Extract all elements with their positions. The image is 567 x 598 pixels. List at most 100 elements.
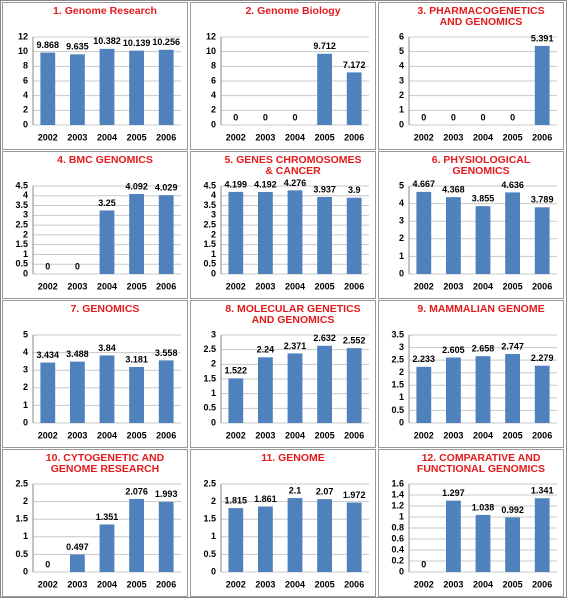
y-tick-label: 0 (399, 268, 404, 278)
bar (70, 361, 85, 423)
y-tick-label: 0.5 (203, 403, 216, 413)
bar (287, 190, 303, 274)
y-tick-label: 2 (23, 382, 28, 392)
value-label: 3.937 (313, 184, 336, 194)
chart: 0 1 2 3 4 5 2002 4.667 2003 4.368 2004 3.855 2005 4.6… (399, 179, 557, 291)
y-tick-label: 0.2 (391, 555, 404, 565)
chart-title: 1. Genome Research (53, 5, 157, 17)
chart: 0 0.5 1 1.5 2 2.5 3 2002 1.522 2003 2.24 2004 2.371 2… (203, 329, 369, 440)
y-tick-label: 0 (211, 566, 216, 576)
chart-panel: 0 1 2 3 4 5 2002 3.434 2003 3.488 2004 3.84 2005 3.18… (2, 300, 188, 448)
y-tick-label: 0.5 (15, 259, 28, 269)
y-tick-label: 4 (23, 190, 28, 200)
x-tick-label: 2006 (532, 281, 552, 291)
value-label: 4.636 (501, 180, 524, 190)
value-label: 7.172 (343, 60, 366, 70)
x-tick-label: 2004 (285, 579, 305, 589)
chart: 0 0.5 1 1.5 2 2.5 2002 1.815 2003 1.861 2004 2.1 200… (203, 478, 369, 589)
bar (416, 366, 432, 423)
y-tick-label: 3 (23, 210, 28, 220)
bar (99, 524, 115, 572)
y-tick-label: 4 (399, 198, 404, 208)
bar (40, 362, 56, 423)
value-label: 4.667 (413, 179, 436, 189)
value-label: 0 (45, 559, 50, 569)
x-tick-label: 2006 (156, 132, 176, 142)
value-label: 4.199 (225, 179, 248, 189)
x-tick-label: 2005 (315, 132, 335, 142)
y-tick-label: 0.4 (391, 544, 404, 554)
y-tick-label: 0 (399, 566, 404, 576)
y-tick-label: 2 (211, 105, 216, 115)
x-tick-label: 2002 (38, 579, 58, 589)
x-tick-label: 2003 (443, 132, 463, 142)
y-tick-label: 5 (23, 329, 28, 339)
value-label: 3.789 (531, 195, 554, 205)
value-label: 4.368 (442, 184, 465, 194)
y-tick-label: 3.5 (203, 200, 216, 210)
x-tick-label: 2003 (443, 579, 463, 589)
y-tick-label: 1 (211, 249, 216, 259)
value-label: 1.972 (343, 490, 366, 500)
y-tick-label: 1 (23, 400, 28, 410)
y-tick-label: 2 (399, 233, 404, 243)
value-label: 3.558 (155, 348, 178, 358)
value-label: 3.181 (125, 354, 148, 364)
x-tick-label: 2003 (255, 281, 275, 291)
x-tick-label: 2005 (503, 132, 523, 142)
chart-panel: 0 0.5 1 1.5 2 2.5 3 2002 1.522 2003 2.24 2004 2.371 2… (190, 300, 376, 448)
x-tick-label: 2005 (503, 281, 523, 291)
bar (228, 378, 244, 423)
bar (129, 193, 144, 274)
x-tick-label: 2006 (156, 281, 176, 291)
value-label: 0 (421, 559, 426, 569)
chart-panel: 0 2 4 6 8 10 12 2002 9.868 2003 9.635 2004 10.382 200… (2, 2, 188, 150)
bar (317, 345, 332, 423)
y-tick-label: 2 (23, 496, 28, 506)
x-tick-label: 2005 (503, 430, 523, 440)
value-label: 1.993 (155, 489, 178, 499)
x-tick-label: 2006 (532, 579, 552, 589)
y-tick-label: 0.5 (15, 549, 28, 559)
value-label: 3.84 (98, 343, 116, 353)
bar (505, 192, 520, 274)
value-label: 0 (292, 112, 297, 122)
chart-panel: 0 0.5 1 1.5 2 2.5 3 3.5 4 4.5 2002 0 2003 0 2004 3.25 20… (2, 151, 188, 299)
bar (534, 207, 550, 274)
chart: 0 1 2 3 4 5 6 2002 0 2003 0 2004 0 2005 0 2006 5.391 (399, 31, 557, 142)
x-tick-label: 2002 (226, 430, 246, 440)
y-tick-label: 4 (23, 347, 28, 357)
y-tick-label: 1 (23, 249, 28, 259)
bar (287, 353, 303, 423)
bar (475, 356, 491, 423)
y-tick-label: 10 (18, 46, 28, 56)
y-tick-label: 12 (18, 31, 28, 41)
y-tick-label: 2 (211, 496, 216, 506)
x-tick-label: 2005 (503, 579, 523, 589)
bar (505, 353, 520, 423)
y-tick-label: 0 (23, 566, 28, 576)
y-tick-label: 0 (23, 417, 28, 427)
y-tick-label: 6 (399, 31, 404, 41)
bar (70, 554, 85, 572)
value-label: 4.192 (254, 179, 277, 189)
y-tick-label: 3.5 (391, 329, 404, 339)
y-tick-label: 3.5 (15, 200, 28, 210)
bar (534, 45, 550, 125)
value-label: 2.076 (125, 486, 148, 496)
x-tick-label: 2003 (67, 579, 87, 589)
value-label: 0 (421, 112, 426, 122)
x-tick-label: 2004 (473, 579, 493, 589)
chart-title: 10. CYTOGENETIC AND GENOME RESEARCH (45, 452, 165, 475)
chart: 0 0.5 1 1.5 2 2.5 2002 0 2003 0.497 2004 1.351 2005 2… (15, 478, 181, 589)
bar (99, 210, 115, 274)
x-tick-label: 2002 (414, 430, 434, 440)
x-tick-label: 2003 (255, 579, 275, 589)
value-label: 1.341 (531, 486, 554, 496)
value-label: 10.256 (152, 37, 180, 47)
y-tick-label: 5 (399, 46, 404, 56)
chart: 0 2 4 6 8 10 12 2002 0 2003 0 2004 0 2005 9.712 2006 7.1… (206, 31, 369, 142)
y-tick-label: 0.5 (391, 405, 404, 415)
value-label: 5.391 (531, 33, 554, 43)
